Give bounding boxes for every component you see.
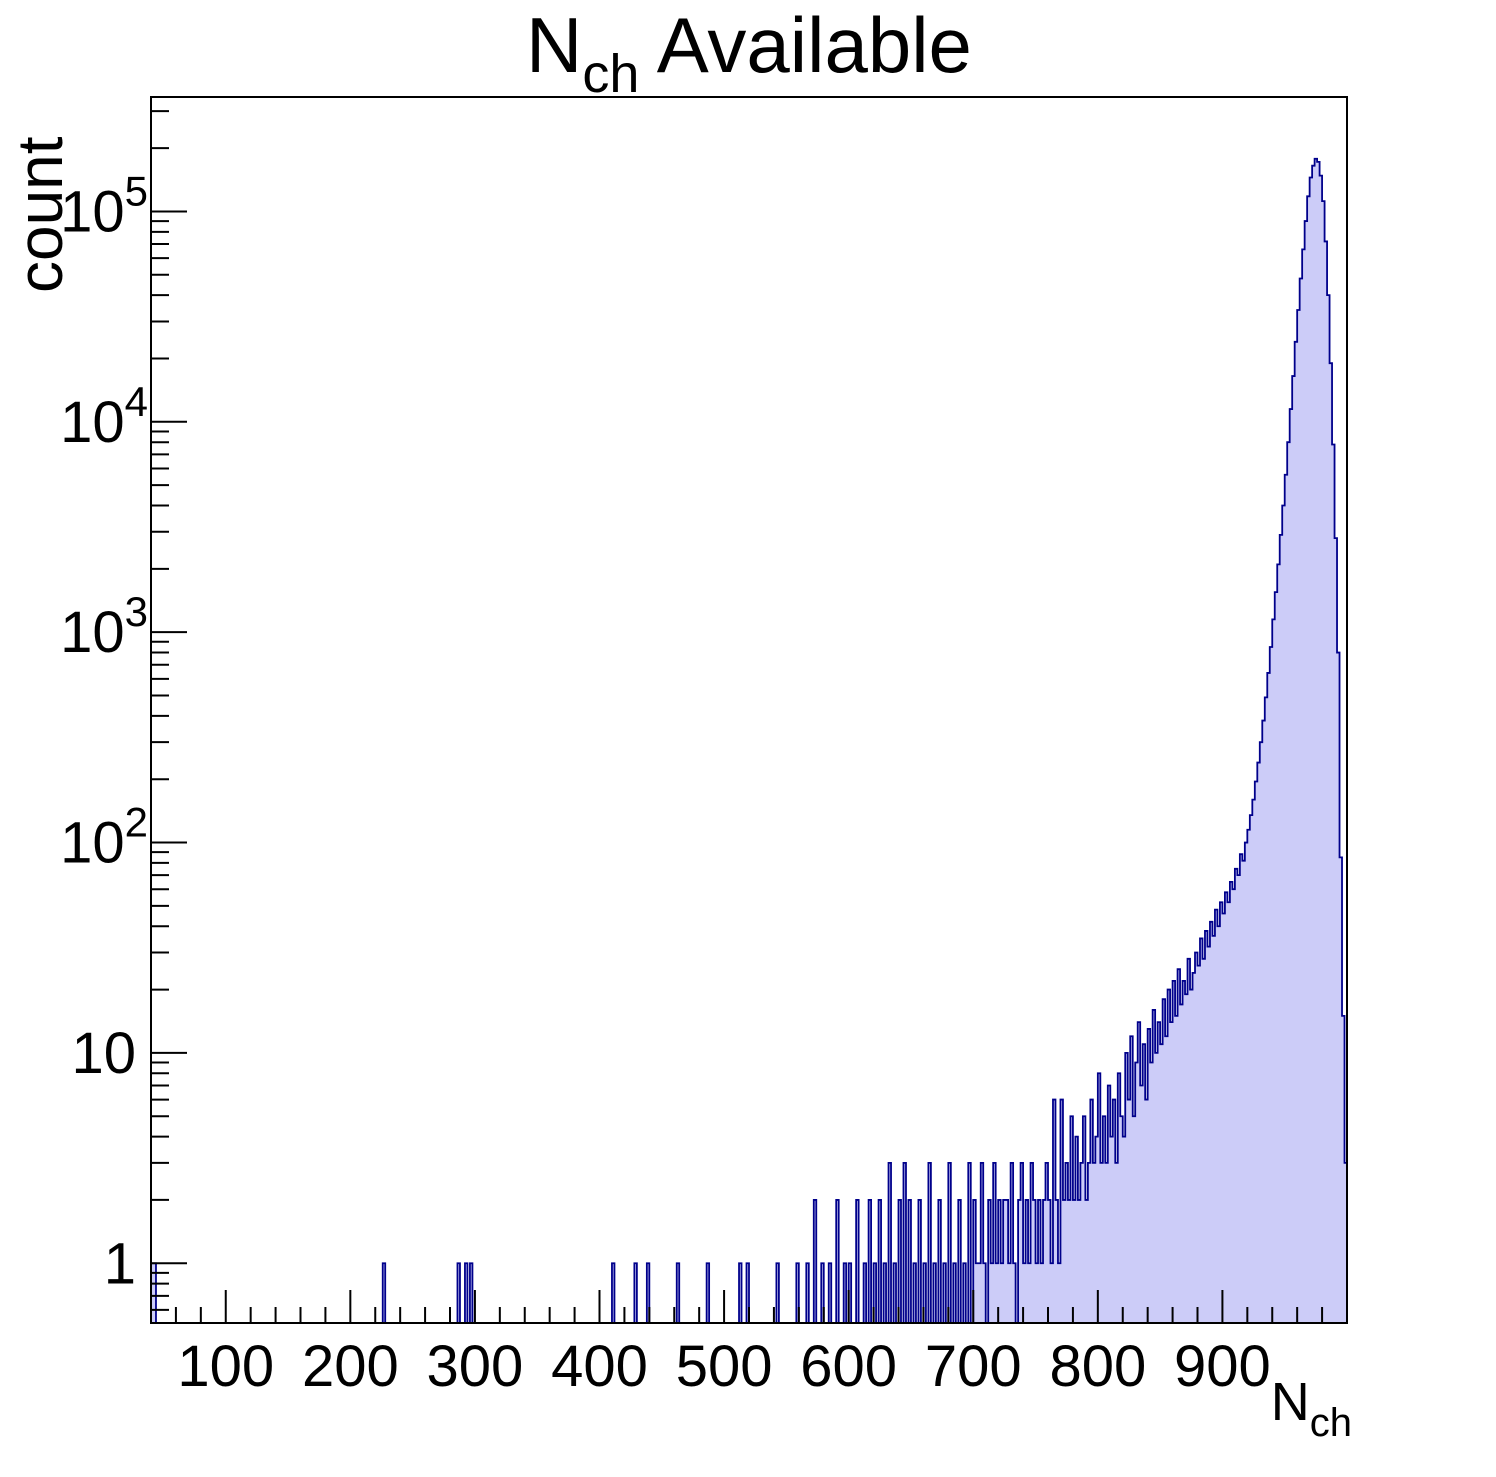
chart-title-subscript: ch — [582, 44, 639, 104]
x-tick-label: 600 — [800, 1334, 897, 1399]
x-tick-label: 400 — [551, 1334, 648, 1399]
plot-frame — [150, 96, 1348, 1324]
x-tick-label: 700 — [925, 1334, 1022, 1399]
x-tick-label: 200 — [302, 1334, 399, 1399]
y-tick-label: 103 — [60, 588, 148, 665]
plot-area: 100 200 300 400 500 600 700 800 900 1 10 102 103 104 1… — [60, 96, 1348, 1399]
y-tick-exponent: 4 — [125, 378, 148, 425]
y-tick-label: 102 — [60, 799, 148, 876]
histogram-bars — [150, 157, 1348, 1324]
x-tick-label: 100 — [177, 1334, 274, 1399]
x-axis-title-subscript: ch — [1310, 1401, 1352, 1445]
y-tick-exponent: 3 — [125, 588, 148, 635]
x-tick-label: 300 — [427, 1334, 524, 1399]
x-axis-title: Nch — [1271, 1372, 1352, 1445]
y-axis-title: count — [4, 136, 76, 293]
y-tick-exponent: 5 — [125, 167, 148, 214]
chart-title: Nch Available — [526, 1, 972, 104]
y-tick-label: 105 — [60, 167, 148, 244]
y-tick-label: 10 — [71, 1021, 136, 1086]
x-tick-label: 500 — [676, 1334, 773, 1399]
y-tick-label: 1 — [104, 1231, 136, 1296]
y-tick-exponent: 2 — [125, 799, 148, 846]
x-tick-label: 800 — [1049, 1334, 1146, 1399]
x-tick-label: 900 — [1174, 1334, 1271, 1399]
y-tick-label: 104 — [60, 378, 148, 455]
